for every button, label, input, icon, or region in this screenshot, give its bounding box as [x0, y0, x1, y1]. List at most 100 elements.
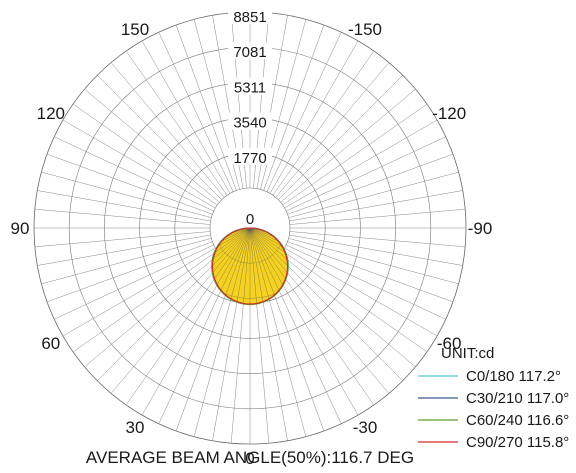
angle-label: -120 — [432, 104, 466, 123]
grid-spoke — [288, 171, 459, 218]
grid-spoke — [269, 262, 359, 416]
fill-spoke — [211, 228, 251, 305]
fill-spoke — [211, 228, 251, 305]
grid-spoke — [286, 244, 446, 320]
fill-spoke — [211, 228, 251, 305]
angle-label: 120 — [37, 104, 65, 123]
grid-spoke — [41, 171, 212, 218]
legend-label: C0/180 117.2° — [466, 368, 561, 385]
angle-label: -90 — [468, 219, 493, 238]
fill-spoke — [249, 228, 289, 305]
grid-spoke — [37, 190, 211, 222]
center-label: 0 — [246, 211, 254, 228]
grid-spoke — [278, 75, 403, 200]
grid-spoke — [282, 103, 428, 206]
grid-spoke — [84, 253, 220, 368]
angle-label: 30 — [126, 418, 145, 437]
fill-spoke — [211, 228, 251, 305]
grid-spoke — [289, 208, 466, 225]
grid-spoke — [46, 241, 213, 303]
angle-label: 60 — [41, 334, 60, 353]
angle-label: 150 — [121, 20, 149, 39]
grid-spoke — [289, 231, 466, 248]
grid-spoke — [54, 136, 214, 212]
angle-label: -60 — [437, 334, 462, 353]
legend-label: C30/210 117.0° — [466, 390, 569, 407]
fill-spoke — [249, 228, 289, 305]
ring-label-bg — [228, 112, 272, 130]
fill-spoke — [211, 228, 251, 305]
grid-spoke — [175, 24, 237, 191]
fill-spoke — [249, 228, 289, 305]
fill-spoke — [249, 228, 289, 305]
grid-spoke — [62, 119, 216, 209]
fill-spoke — [249, 228, 270, 305]
ring-label: 3540 — [233, 115, 266, 132]
grid-spoke — [272, 260, 375, 406]
grid-spoke — [158, 32, 234, 192]
fill-spoke — [249, 228, 289, 305]
grid-spoke — [125, 260, 228, 406]
grid-spoke — [72, 103, 218, 206]
grid-spoke — [84, 88, 220, 203]
grid-spoke — [37, 234, 211, 266]
grid-spoke — [141, 40, 231, 194]
grid-spoke — [280, 88, 416, 203]
grid-spoke — [287, 241, 454, 303]
fill-spoke — [249, 228, 289, 305]
fill-spoke — [249, 228, 289, 305]
chart-caption: AVERAGE BEAM ANGLE(50%):116.7 DEG — [86, 448, 414, 467]
ring-label-bg — [228, 147, 272, 165]
fill-spoke — [249, 228, 288, 305]
grid-spoke — [141, 262, 231, 416]
fill-spoke — [249, 228, 289, 305]
ring-label-bg — [228, 77, 272, 95]
grid-spoke — [275, 62, 390, 198]
grid-spoke — [288, 238, 459, 285]
legend-label: C90/270 115.8° — [466, 434, 569, 451]
grid-spoke — [266, 32, 342, 192]
ring-label: 1770 — [233, 150, 266, 167]
legend-title: UNIT:cd — [441, 345, 494, 362]
grid-spoke — [269, 40, 359, 194]
grid-spoke — [110, 62, 225, 198]
grid-spoke — [282, 250, 428, 353]
grid-spoke — [34, 231, 211, 248]
grid-spoke — [110, 258, 225, 394]
polar-labels: 0 30 60 90 120 150 -30 -60 -90 -120 -150 1770 3540 53… — [11, 7, 493, 468]
grid-spoke — [272, 50, 375, 196]
angle-label: 90 — [11, 219, 30, 238]
grid-spoke — [289, 234, 463, 266]
grid-spoke — [284, 247, 438, 337]
fill-ring — [211, 228, 289, 299]
grid-spoke — [280, 253, 416, 368]
angle-label: -150 — [348, 20, 382, 39]
angle-label: -30 — [353, 418, 378, 437]
grid-spoke — [278, 256, 403, 381]
legend-label: C60/240 116.6° — [466, 412, 569, 429]
fill-spoke — [230, 228, 251, 305]
grid-spoke — [41, 238, 212, 285]
grid-spoke — [289, 190, 463, 222]
grid-spoke — [46, 153, 213, 215]
ring-label-bg — [228, 42, 272, 60]
grid-spoke — [34, 208, 211, 225]
fill-spoke — [211, 228, 251, 305]
grid-spoke — [62, 247, 216, 337]
grid-spoke — [286, 136, 446, 212]
fill-spoke — [212, 228, 251, 305]
grid-spoke — [97, 75, 222, 200]
angle-label: 0 — [245, 449, 254, 468]
ring-label: 8851 — [233, 9, 266, 26]
ring-label-bg — [228, 7, 272, 24]
grid-spoke — [284, 119, 438, 209]
series-curve-3 — [211, 227, 289, 305]
fill-spoke — [211, 228, 251, 305]
grid-spoke — [263, 24, 325, 191]
grid-spoke — [54, 244, 214, 320]
fill-spoke — [249, 228, 289, 305]
grid-spoke — [97, 256, 222, 381]
ring-label: 7081 — [233, 44, 266, 61]
grid-spoke — [72, 250, 218, 353]
